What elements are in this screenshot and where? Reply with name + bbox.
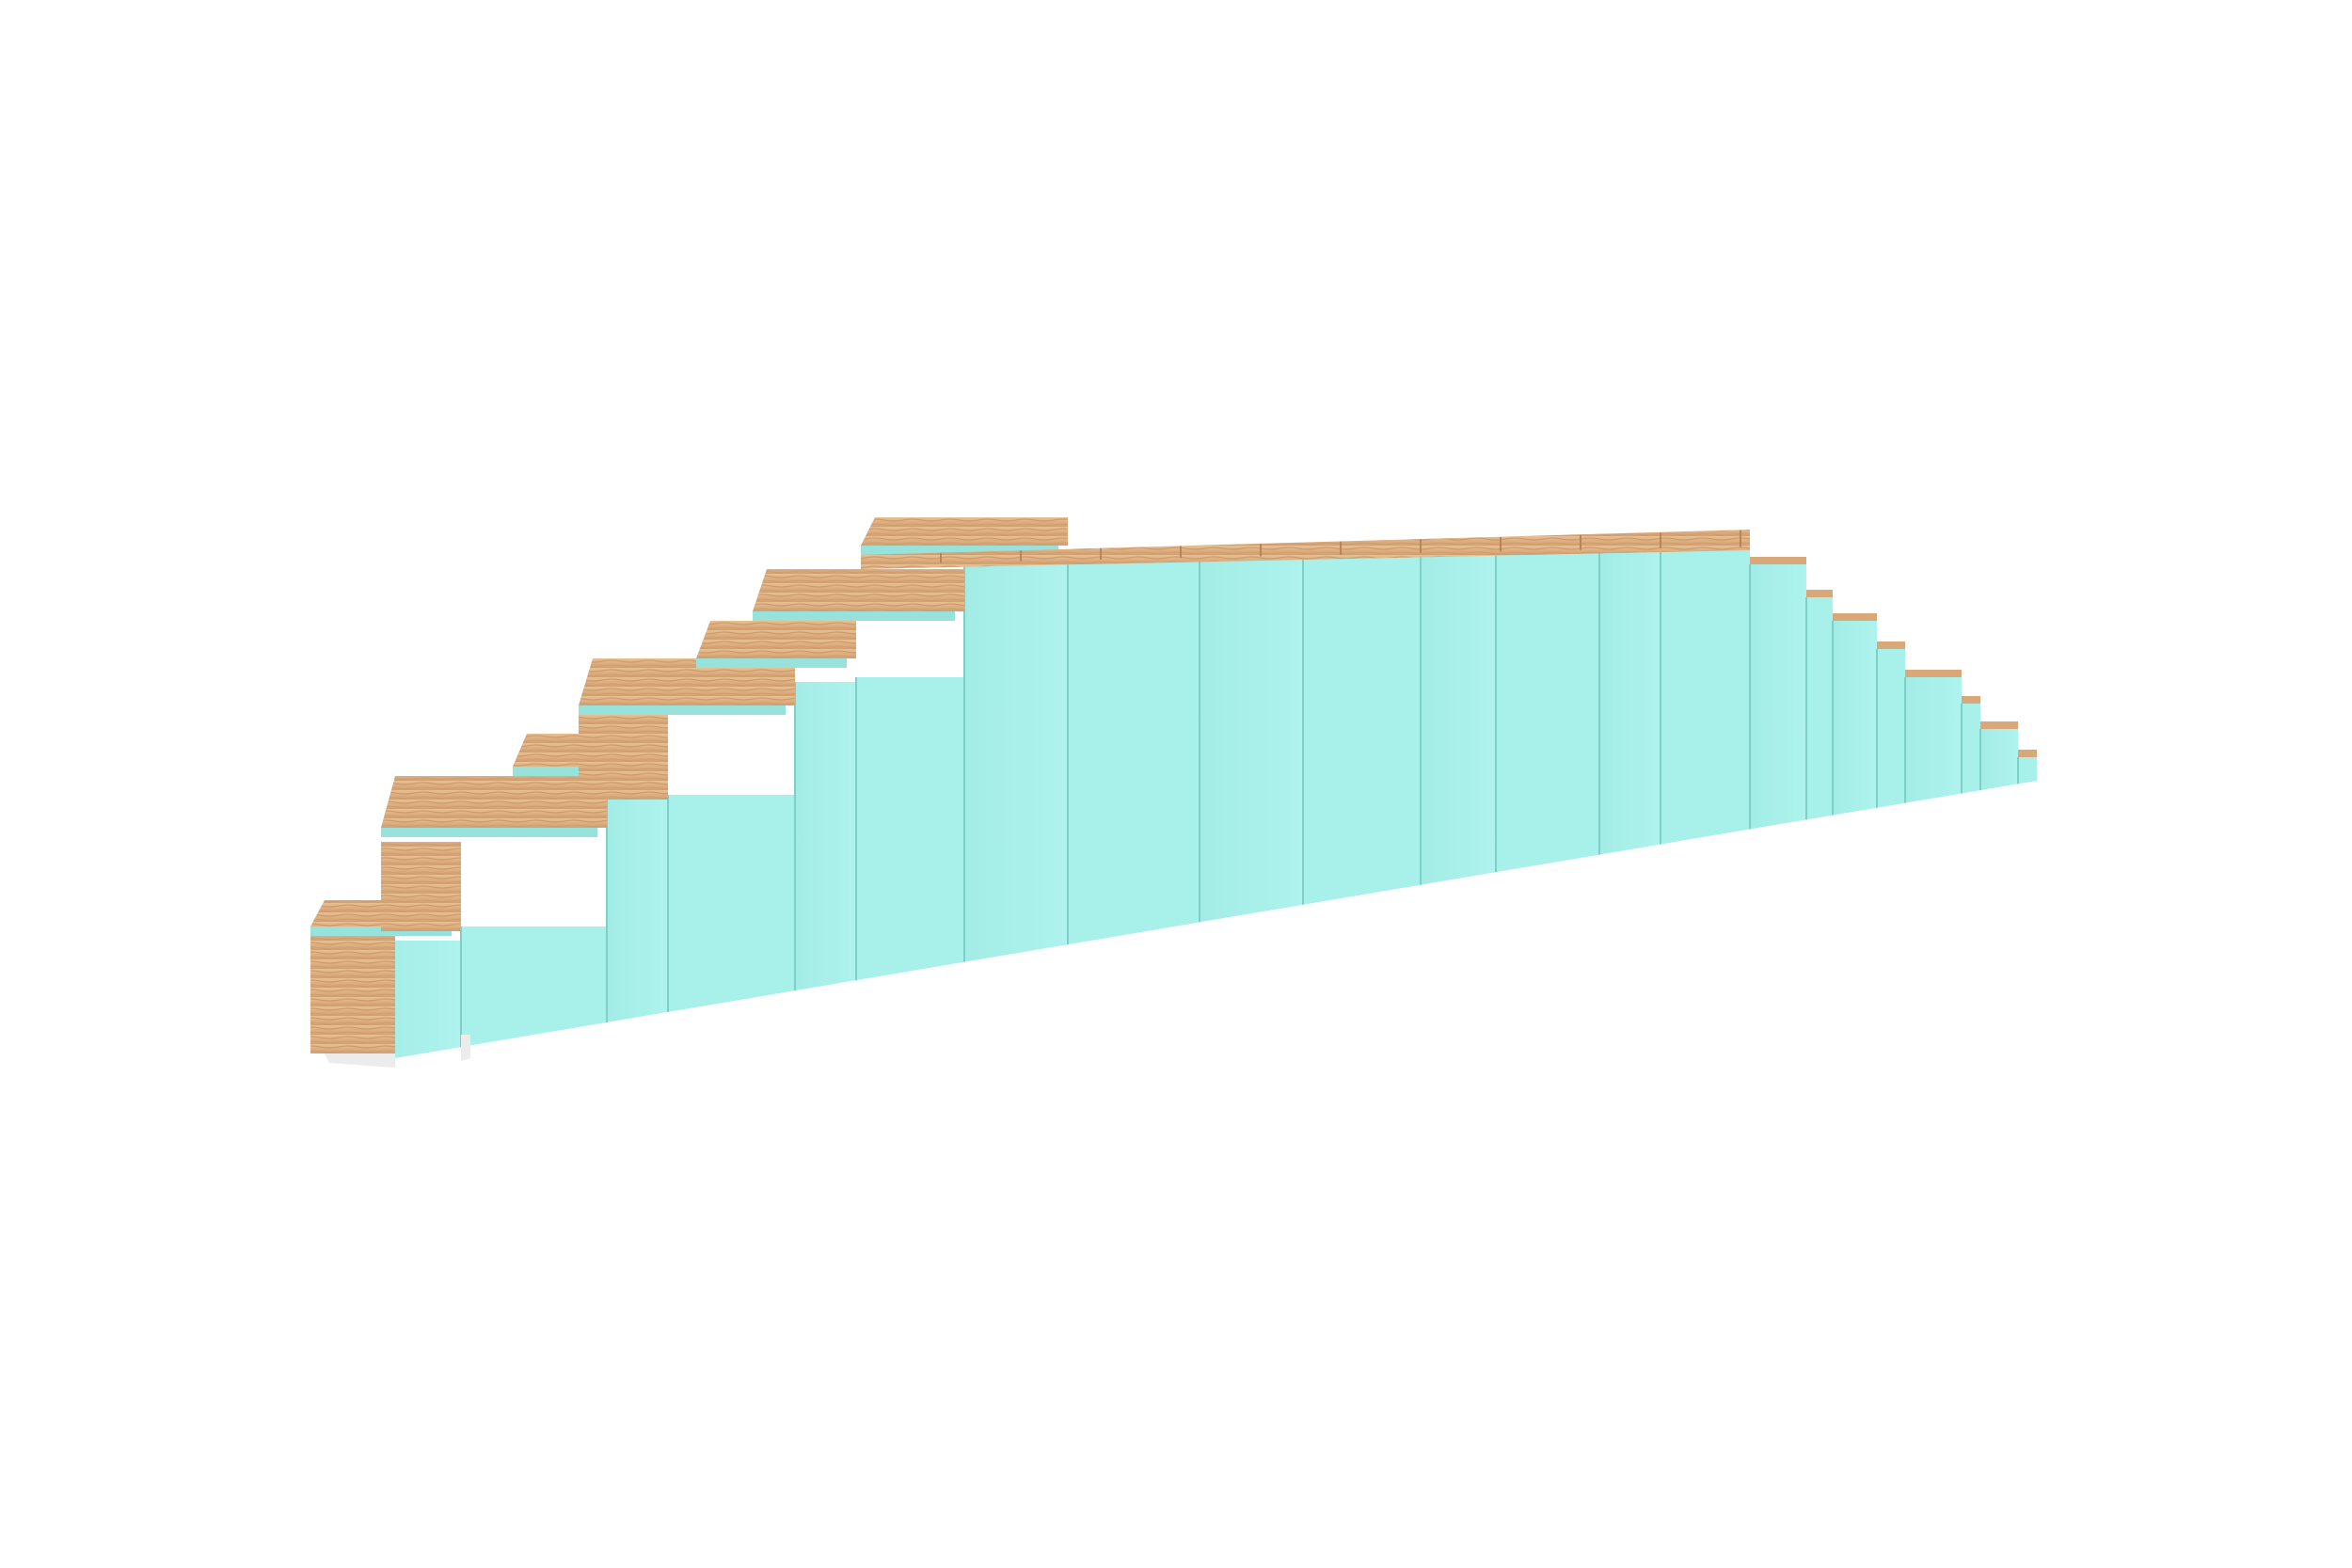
bench-panel: [1068, 550, 1200, 945]
seat-edge: [861, 546, 1058, 555]
bench-panel: [1877, 649, 1905, 808]
right-step-top: [1750, 557, 1806, 564]
base-plinth: [461, 1035, 470, 1061]
bench-panel: [668, 795, 795, 1012]
bench-panel: [2018, 757, 2037, 784]
right-step-top: [1980, 721, 2018, 729]
bench-panel: [1750, 564, 1806, 830]
seat-edge: [381, 828, 597, 837]
bench-panel: [1661, 550, 1750, 845]
seat-edge: [579, 705, 786, 715]
right-step-top: [1905, 670, 1962, 677]
wood-seat-top: [753, 569, 964, 611]
bench-panel: [1599, 550, 1661, 855]
wood-face: [381, 842, 461, 931]
wood-top-plank: [861, 530, 1750, 569]
bench-panel: [1833, 621, 1877, 816]
bench-panel: [607, 800, 668, 1022]
right-step-top: [1806, 590, 1833, 597]
right-step-top: [2018, 750, 2037, 757]
wood-face: [696, 668, 786, 687]
right-step-top: [1833, 613, 1877, 621]
right-step-top: [1962, 696, 1980, 704]
bench: [310, 517, 2037, 1068]
base-plinth: [325, 1053, 395, 1068]
bench-panel: [856, 677, 964, 981]
bench-panel: [1905, 677, 1962, 803]
bench-panel: [1496, 550, 1599, 873]
bench-panel: [461, 927, 607, 1048]
bench-panel: [795, 682, 856, 991]
wood-face: [579, 715, 668, 800]
bench-panel: [1200, 550, 1303, 923]
bench-panel: [964, 555, 1068, 962]
bench-panel: [1980, 729, 2018, 791]
seat-edge: [696, 658, 847, 668]
wood-seat-top: [861, 517, 1068, 546]
bench-panel: [1962, 704, 1980, 794]
bench-panel: [1421, 550, 1496, 885]
wood-seat-top: [696, 621, 856, 658]
bench-panel: [1303, 550, 1421, 905]
wood-face: [310, 936, 395, 1053]
bench-panel: [1806, 597, 1833, 820]
right-step-top: [1877, 641, 1905, 649]
seat-edge: [753, 611, 955, 621]
